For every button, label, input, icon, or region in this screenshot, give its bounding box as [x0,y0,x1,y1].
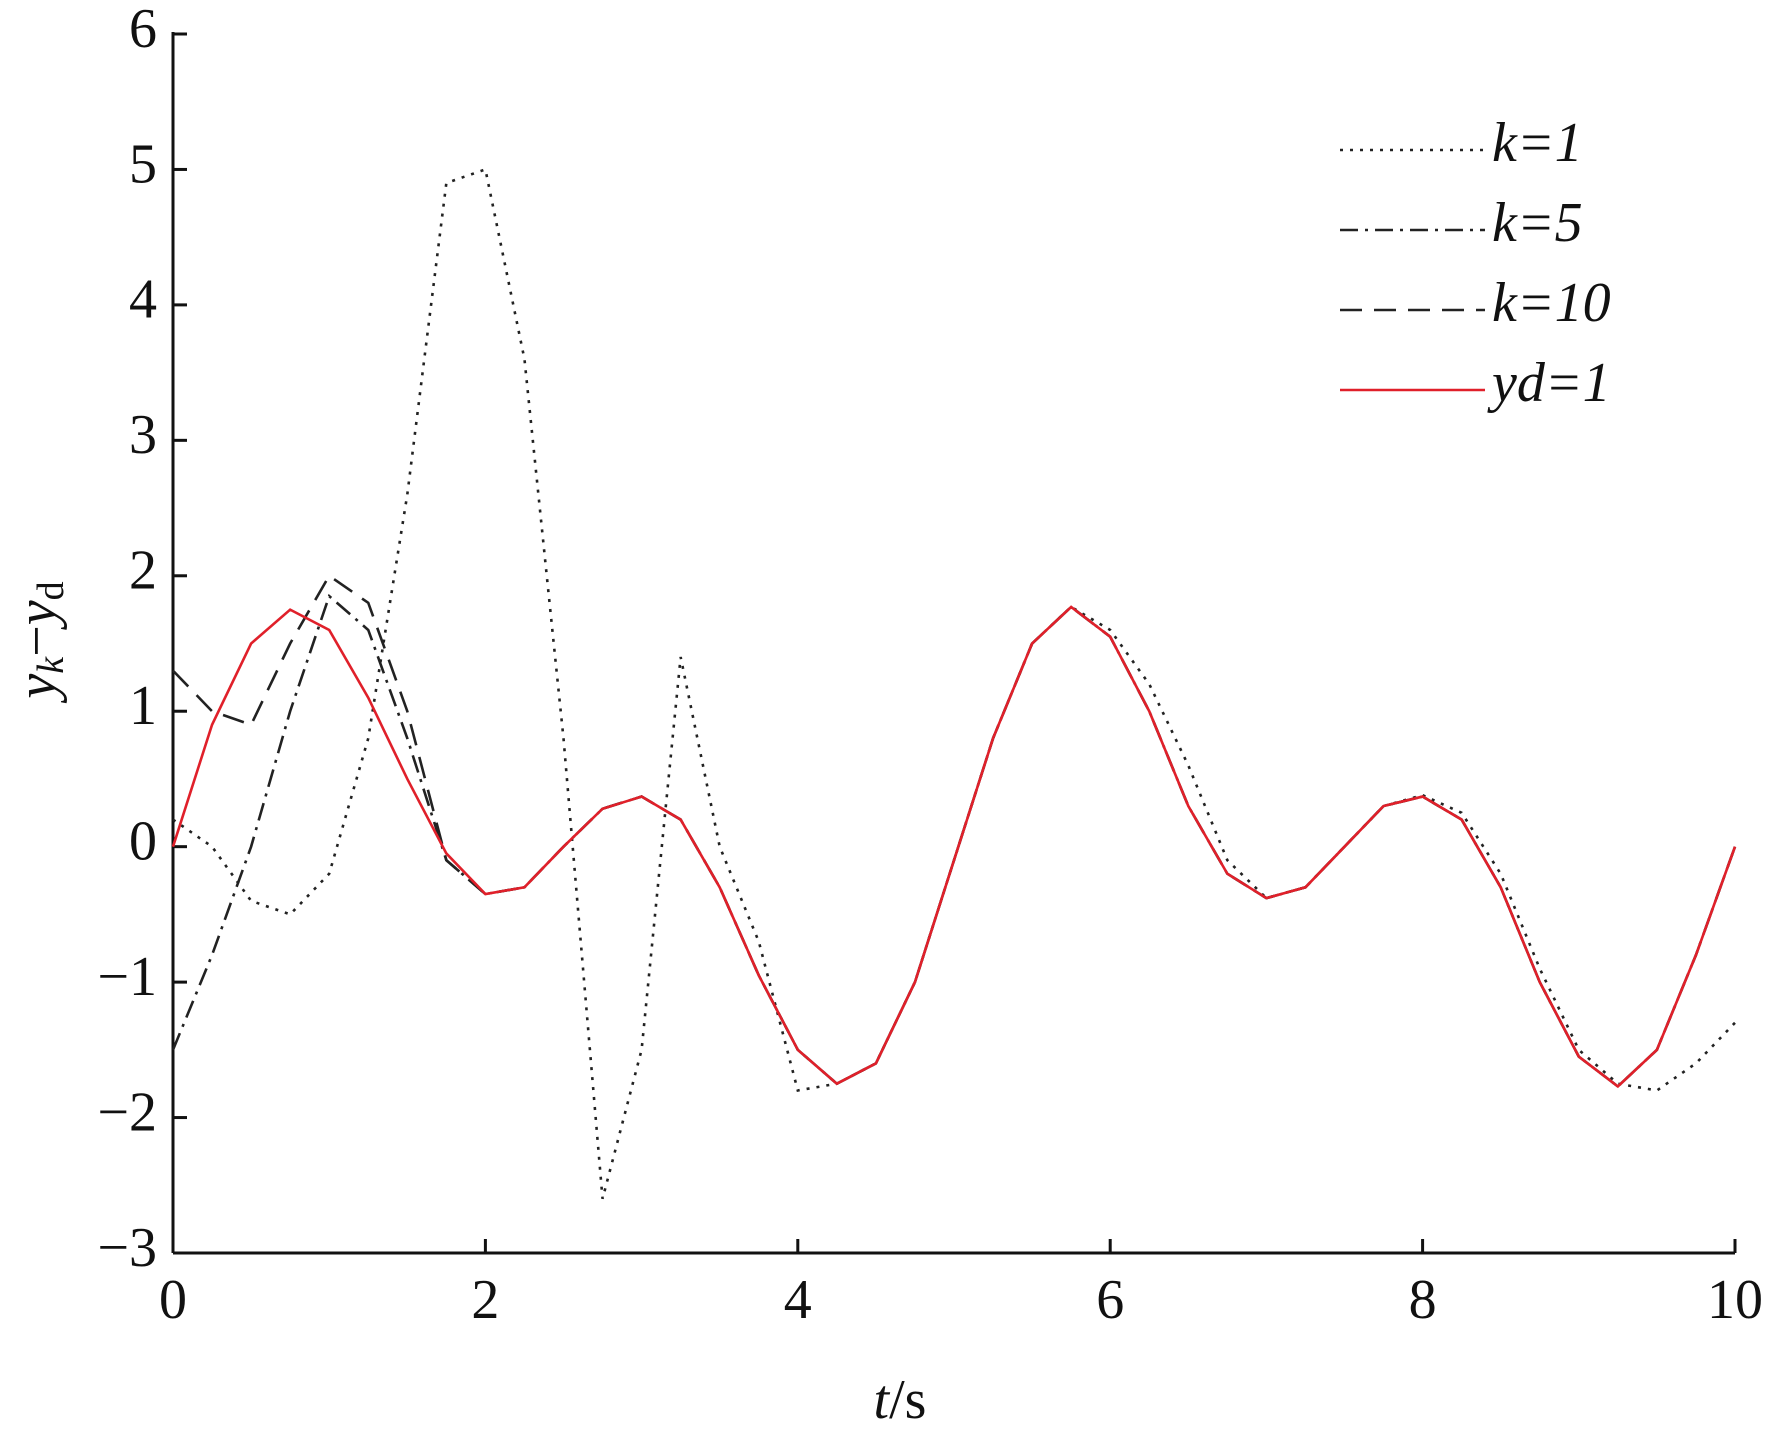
y-tick-label: −2 [97,1081,157,1143]
y-tick-label: 4 [129,269,157,331]
y-axis-label: yk−yd [6,581,72,703]
x-tick-label: 4 [784,1269,812,1331]
series-line [171,593,1737,1089]
legend-label: k=1 [1492,112,1583,174]
y-label-part: y [6,674,68,704]
y-tick-label: −1 [97,946,157,1008]
legend-label: yd=1 [1487,352,1611,414]
x-tick-label: 2 [471,1269,499,1331]
x-tick-label: 8 [1409,1269,1437,1331]
y-label-part: y [6,600,68,630]
y-tick-label: 5 [129,133,157,195]
y-tick-label: 0 [129,811,157,873]
y-tick-label: 2 [129,540,157,602]
x-tick-label: 6 [1096,1269,1124,1331]
x-tick-label: 10 [1707,1269,1763,1331]
series-line [171,605,1737,1089]
y-tick-label: 3 [129,404,157,466]
x-tick-label: 0 [159,1269,187,1331]
y-tick-label: 6 [129,0,157,60]
x-axis-label: t/s [874,1369,927,1431]
x-label-part: t [874,1369,891,1431]
y-label-part: d [30,581,72,600]
y-label-part: k [30,656,72,674]
legend-label: k=5 [1492,192,1583,254]
y-tick-label: −3 [97,1217,157,1279]
series-line [172,573,1737,1089]
legend-label: k=10 [1492,272,1611,334]
x-label-part: /s [889,1369,926,1431]
y-tick-label: 1 [129,675,157,737]
y-label-part: − [6,625,68,657]
